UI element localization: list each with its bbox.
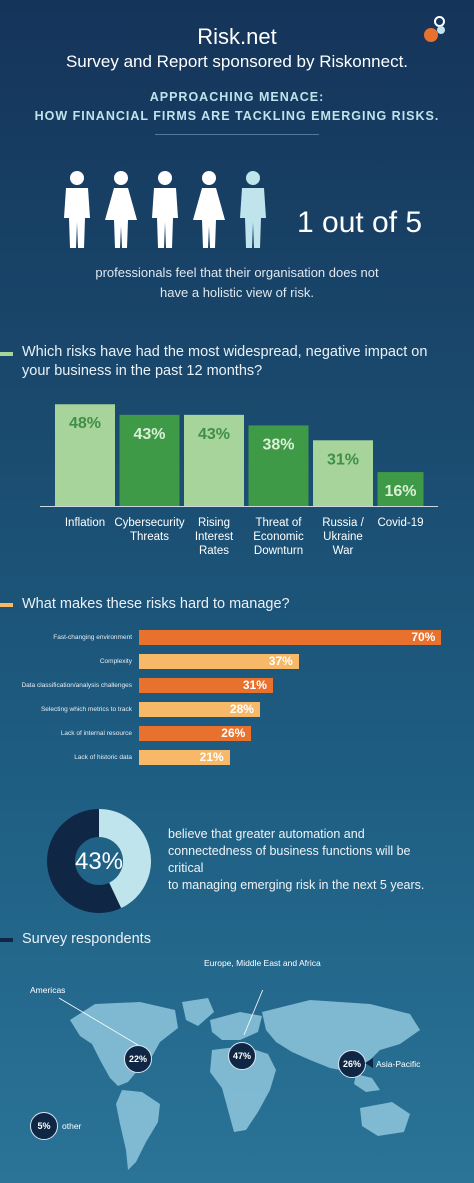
risk-category-label-line: Covid-19: [377, 517, 424, 529]
risk-bar: [119, 414, 180, 506]
risk-category-label: Inflation: [45, 516, 125, 530]
risk-category-label-line: Inflation: [64, 517, 106, 529]
risk-impact-bar-chart: 48% 43% 43% 38% 31% 16%: [40, 404, 438, 507]
stat-one-out-of-five: 1 out of 5: [297, 206, 423, 239]
hard-to-manage-category-label: Lack of historic data: [74, 754, 132, 761]
risk-category-label-line: Interest: [194, 531, 234, 543]
world-map: [58, 990, 420, 1170]
riskonnect-logo: [420, 14, 450, 48]
hard-to-manage-bar-chart: Fast-changing environment 70% Complexity 37…: [0, 630, 474, 775]
male-person-icon: [64, 171, 90, 248]
hard-to-manage-bar: 26%: [139, 726, 252, 741]
risk-bar-value-label: 38%: [262, 436, 294, 453]
question-bullet-2: [0, 603, 13, 607]
other-badge: 5%: [30, 1112, 58, 1140]
americas-badge: 22%: [124, 1045, 152, 1073]
automation-desc-line-2: connectedness of business functions will…: [168, 844, 411, 875]
header-divider: [155, 134, 319, 135]
hard-to-manage-bar-value: 28%: [229, 702, 254, 716]
page-title: Risk.net: [197, 24, 277, 49]
emea-pointer: [243, 990, 264, 1036]
people-icons: [64, 171, 266, 248]
hard-to-manage-bar-value: 21%: [199, 750, 224, 764]
hard-to-manage-category-label: Selecting which metrics to track: [40, 706, 132, 713]
hard-to-manage-bar: 37%: [139, 654, 299, 669]
hard-to-manage-category-label: Data classification/analysis challenges: [21, 682, 132, 689]
hard-to-manage-bar: 21%: [139, 750, 230, 765]
americas-label: Americas: [30, 985, 66, 995]
risk-category-label: Covid-19: [361, 516, 441, 530]
world-map-land: [70, 998, 420, 1170]
question-bullet: [0, 352, 13, 356]
risk-category-label: Russia / Ukraine War: [303, 516, 383, 558]
automation-desc-line-3: to managing emerging risk in the next 5 …: [168, 878, 425, 892]
hard-to-manage-bar: 70%: [139, 630, 442, 645]
risk-category-label-line: Cybersecurity: [114, 517, 185, 529]
risk-category-label-line: Threat of: [255, 517, 302, 529]
risk-category-label: Threat of Economic Downturn: [239, 516, 319, 558]
risk-category-label: Cybersecurity Threats: [110, 516, 190, 544]
chart-1-title: Which risks have had the most widespread…: [22, 343, 462, 381]
headline: APPROACHING MENACE: HOW FINANCIAL FIRMS …: [0, 88, 474, 126]
risk-bar-value-label: 16%: [384, 483, 416, 500]
donut-value-label: 43%: [75, 848, 123, 875]
risk-category-label-line: Rising: [198, 517, 230, 529]
risk-bar: [377, 472, 424, 506]
chart-1-title-line-2: your business in the past 12 months?: [22, 363, 263, 379]
emea-badge: 47%: [228, 1042, 256, 1070]
risk-bar-value-label: 48%: [69, 415, 101, 432]
asia-pacific-badge: 26%: [338, 1050, 366, 1078]
headline-line-1: APPROACHING MENACE:: [149, 90, 325, 104]
hard-to-manage-category-label: Fast-changing environment: [53, 634, 132, 641]
chart-2-title: What makes these risks hard to manage?: [22, 596, 290, 612]
donut-value-arc: [98, 809, 151, 909]
risk-category-label-line: Ukraine: [323, 531, 363, 543]
risk-category-label-line: War: [332, 545, 354, 557]
risk-bar-value-label: 43%: [198, 426, 230, 443]
risk-category-label-line: Russia /: [322, 517, 364, 529]
hard-to-manage-category-label: Complexity: [99, 658, 132, 665]
question-bullet-3: [0, 938, 13, 942]
chart-1-title-line-1: Which risks have had the most widespread…: [22, 344, 428, 360]
hard-to-manage-bar: 28%: [139, 702, 260, 717]
emea-label: Europe, Middle East and Africa: [204, 958, 321, 968]
male-person-icon: [152, 171, 178, 248]
risk-category-label: Rising Interest Rates: [174, 516, 254, 558]
other-label: other: [62, 1121, 82, 1131]
hard-to-manage-bar: 31%: [139, 678, 273, 693]
hard-to-manage-bar-value: 37%: [268, 654, 293, 668]
stat-desc-line-2: have a holistic view of risk.: [160, 285, 314, 300]
asia-pacific-pointer-icon: [365, 1058, 373, 1068]
risk-bar: [55, 404, 115, 506]
hard-to-manage-category-label: Lack of internal resource: [60, 730, 132, 737]
risk-bar: [313, 440, 373, 506]
respondents-title: Survey respondents: [22, 931, 151, 947]
female-person-icon: [105, 171, 137, 248]
hard-to-manage-bar-value: 31%: [242, 678, 267, 692]
risk-category-label-line: Threats: [130, 531, 169, 543]
risk-bar-value-label: 31%: [327, 451, 359, 468]
risk-category-label-line: Rates: [198, 545, 230, 557]
page-subtitle: Survey and Report sponsored by Riskonnec…: [65, 52, 409, 71]
asia-pacific-label: Asia-Pacific: [376, 1059, 421, 1069]
hard-to-manage-bar-value: 70%: [411, 630, 436, 644]
automation-description: believe that greater automation and conn…: [168, 826, 438, 894]
headline-line-2: HOW FINANCIAL FIRMS ARE TACKLING EMERGIN…: [34, 109, 440, 123]
americas-pointer: [58, 997, 139, 1046]
risk-bar-value-label: 43%: [133, 426, 165, 443]
automation-desc-line-1: believe that greater automation and: [168, 827, 365, 841]
male-person-icon: [240, 171, 266, 248]
risk-bar: [184, 414, 244, 506]
female-person-icon: [193, 171, 225, 248]
automation-donut-chart: 43%: [47, 809, 151, 913]
risk-category-label-line: Downturn: [253, 545, 304, 557]
stat-desc-line-1: professionals feel that their organisati…: [95, 265, 379, 280]
risk-category-label-line: Economic: [253, 531, 304, 543]
risk-bar: [248, 425, 309, 506]
hard-to-manage-bar-value: 26%: [221, 726, 246, 740]
stat-description: professionals feel that their organisati…: [60, 263, 414, 303]
